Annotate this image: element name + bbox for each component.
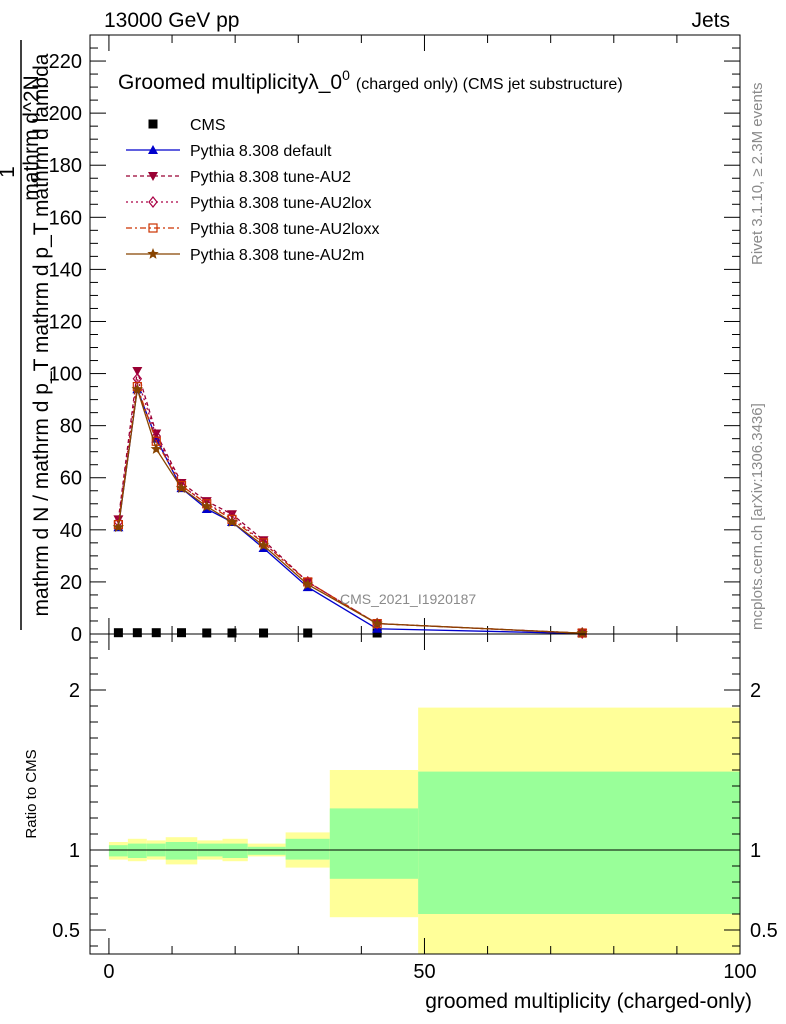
legend-marker <box>147 248 159 259</box>
main-y-tick-label: 0 <box>71 624 82 646</box>
mcplots-note: mcplots.cern.ch [arXiv:1306.3436] <box>749 403 766 630</box>
ratio-y-tick-label-right: 0.5 <box>750 920 778 942</box>
ratio-inner-band <box>418 771 740 914</box>
main-y-tick-label: 40 <box>60 520 82 542</box>
data-point <box>112 521 125 533</box>
main-ylabel-denominator: mathrm d N / mathrm d p_T mathrm d p_T m… <box>30 53 53 616</box>
main-plot-frame <box>89 34 741 635</box>
main-y-tick-label: 60 <box>60 468 82 490</box>
legend-label: Pythia 8.308 default <box>190 143 332 160</box>
legend-marker <box>148 145 158 154</box>
data-point <box>226 516 238 527</box>
ratio-y-tick-label: 0.5 <box>52 920 80 942</box>
ratio-inner-band <box>127 843 147 858</box>
data-point <box>259 628 269 638</box>
data-point <box>302 578 314 590</box>
main-y-tick-label: 140 <box>49 259 82 281</box>
main-y-tick-label: 160 <box>49 207 82 229</box>
legend-marker <box>148 119 158 129</box>
legend-label: Pythia 8.308 tune-AU2 <box>190 169 351 186</box>
x-tick-label: 0 <box>103 961 114 983</box>
main-y-tick-label: 180 <box>49 155 82 177</box>
main-y-tick-label: 120 <box>49 311 82 333</box>
data-point <box>177 628 187 638</box>
data-point <box>576 627 588 638</box>
ratio-y-tick-label-right: 1 <box>750 840 761 862</box>
data-point <box>132 366 143 376</box>
ratio-y-tick-label-right: 2 <box>750 680 761 702</box>
data-point <box>150 443 162 454</box>
data-point <box>132 628 142 638</box>
data-point <box>226 510 237 520</box>
legend-label: Pythia 8.308 tune-AU2m <box>190 247 364 264</box>
main-ylabel-top: mathrm d^2N <box>20 75 43 200</box>
x-tick-label: 50 <box>413 961 435 983</box>
header-left: 13000 GeV pp <box>104 9 240 32</box>
rivet-note: Rivet 3.1.10, ≥ 2.3M events <box>749 83 766 266</box>
header-right: Jets <box>691 9 730 32</box>
main-y-tick-label: 200 <box>49 103 82 125</box>
series-line <box>117 378 583 634</box>
ratio-plot-frame <box>89 633 741 955</box>
data-point <box>151 628 161 638</box>
ratio-y-tick-label: 2 <box>69 680 80 702</box>
legend-marker <box>148 223 158 233</box>
series-5 <box>112 383 588 638</box>
main-title: Groomed multiplicityλ_00(charged only) (… <box>118 67 623 94</box>
ratio-ylabel: Ratio to CMS <box>23 749 40 838</box>
ratio-inner-band <box>329 808 419 879</box>
ratio-inner-band <box>165 842 198 860</box>
data-point <box>303 628 313 638</box>
ratio-inner-band <box>108 845 128 857</box>
ratio-y-tick-label: 1 <box>69 840 80 862</box>
main-ylabel-numerator: 1 <box>0 166 19 178</box>
legend: CMS Pythia 8.308 default Pythia 8.308 tune… <box>126 117 379 264</box>
data-point <box>257 539 270 551</box>
data-point <box>372 628 382 638</box>
data-point <box>131 383 143 394</box>
data-point <box>227 628 237 638</box>
main-y-tick-label: 80 <box>60 416 82 438</box>
series-line <box>117 386 583 634</box>
data-point <box>175 482 188 493</box>
ratio-inner-band <box>285 838 330 860</box>
legend-label: CMS <box>190 117 226 134</box>
ratio-inner-band <box>222 843 248 858</box>
legend-label: Pythia 8.308 tune-AU2loxx <box>190 221 379 238</box>
series-line <box>117 389 583 634</box>
series-0 <box>113 628 382 638</box>
data-point <box>151 429 162 439</box>
legend-marker <box>148 172 158 181</box>
main-y-tick-label: 220 <box>49 51 82 73</box>
main-y-tick-label: 100 <box>49 364 82 386</box>
analysis-watermark: CMS_2021_I1920187 <box>340 591 476 607</box>
data-point <box>202 628 212 638</box>
data-point <box>201 500 213 512</box>
ratio-inner-band <box>247 846 286 855</box>
data-point <box>113 628 123 638</box>
x-axis-label: groomed multiplicity (charged-only) <box>425 990 752 1013</box>
legend-label: Pythia 8.308 tune-AU2lox <box>190 195 371 212</box>
x-tick-label: 100 <box>723 961 756 983</box>
data-point <box>371 617 383 629</box>
main-y-tick-label: 20 <box>60 572 82 594</box>
legend-marker <box>148 196 158 208</box>
